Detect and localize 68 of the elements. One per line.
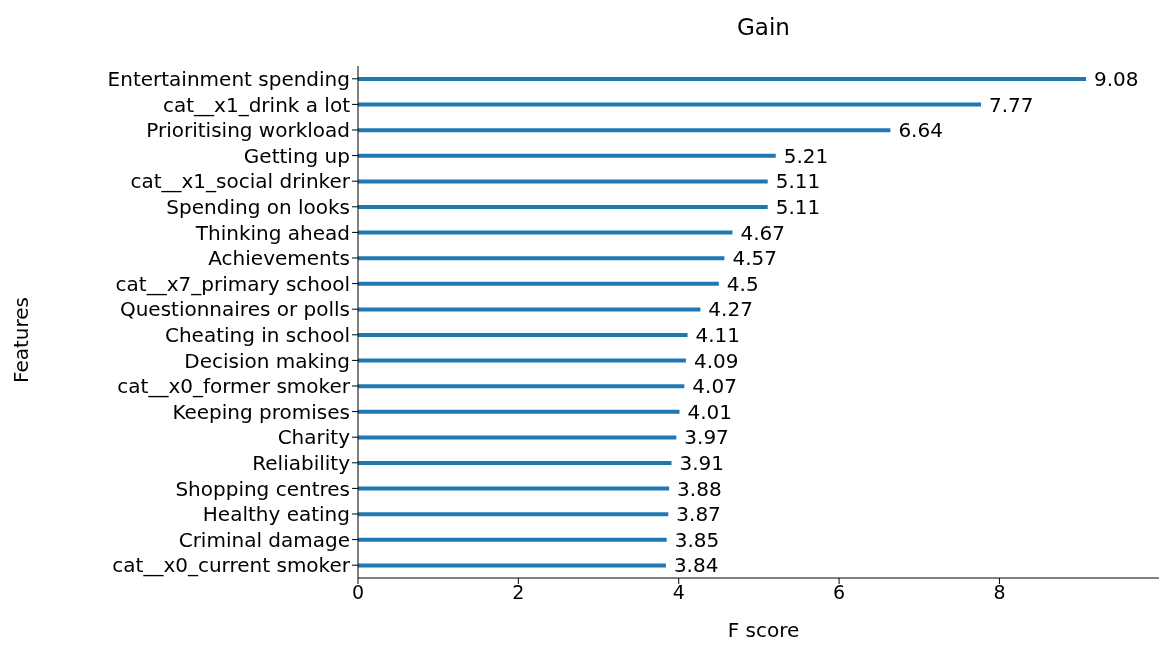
bar — [358, 102, 981, 107]
x-tick-label: 4 — [672, 581, 685, 604]
bar — [358, 461, 672, 465]
data-label: 4.09 — [693, 348, 739, 373]
bar — [358, 486, 670, 491]
data-label: 4.27 — [708, 297, 753, 322]
data-label: 5.11 — [775, 169, 821, 194]
bar — [358, 281, 719, 286]
data-label: 4.01 — [687, 399, 733, 424]
data-label: 4.5 — [726, 271, 759, 296]
y-tick-label: Entertainment spending — [107, 66, 350, 91]
bar — [358, 205, 768, 209]
data-label: 3.88 — [677, 476, 722, 501]
y-tick-label: cat__x1_drink a lot — [163, 92, 351, 117]
y-tick-label: Healthy eating — [202, 502, 350, 527]
data-label: 4.57 — [732, 246, 777, 271]
data-label: 3.84 — [673, 553, 719, 578]
bar — [358, 333, 688, 337]
y-axis-title: Features — [9, 297, 33, 383]
y-tick-label: Getting up — [243, 143, 350, 168]
y-tick-label: Questionnaires or polls — [119, 297, 350, 322]
data-label: 7.77 — [989, 92, 1034, 117]
y-tick-label: Thinking ahead — [194, 220, 350, 245]
bar — [358, 358, 686, 363]
y-tick-label: cat__x0_current smoker — [112, 553, 351, 578]
bar — [358, 179, 768, 184]
data-label: 3.91 — [679, 451, 725, 475]
y-tick-label: cat__x1_social drinker — [130, 169, 351, 194]
y-tick-label: Charity — [277, 425, 351, 450]
bar — [358, 77, 1087, 81]
data-label: 3.87 — [676, 502, 721, 527]
y-tick-label: Criminal damage — [178, 527, 350, 552]
data-label: 4.67 — [740, 220, 785, 245]
y-tick-label: Decision making — [184, 348, 350, 373]
bar — [358, 230, 733, 235]
bar — [358, 435, 677, 440]
y-tick-label: Shopping centres — [175, 476, 350, 501]
bar — [358, 512, 669, 517]
x-tick-label: 6 — [833, 581, 846, 604]
data-label: 6.64 — [898, 118, 943, 143]
data-label: 3.85 — [674, 527, 720, 552]
bar — [358, 153, 776, 158]
data-label: 4.11 — [695, 323, 741, 347]
bar — [358, 256, 725, 261]
y-tick-label: Cheating in school — [164, 322, 350, 347]
bar — [358, 563, 666, 568]
x-tick-label: 8 — [993, 581, 1006, 604]
y-tick-label: cat__x7_primary school — [115, 271, 350, 296]
bar — [358, 384, 685, 389]
chart-title: Gain — [736, 14, 791, 40]
y-tick-label: cat__x0_former smoker — [117, 374, 351, 399]
bar — [358, 307, 701, 312]
x-axis-title: F score — [726, 618, 801, 642]
bar — [358, 128, 891, 133]
data-label: 5.11 — [775, 195, 821, 219]
data-label: 3.97 — [684, 425, 729, 450]
data-label: 5.21 — [783, 143, 829, 168]
y-tick-label: Spending on looks — [166, 194, 350, 219]
y-tick-label: Achievements — [208, 246, 350, 271]
y-tick-label: Keeping promises — [172, 399, 350, 424]
x-tick-label: 0 — [351, 581, 365, 604]
data-label: 4.07 — [692, 374, 737, 399]
y-tick-label: Reliability — [252, 450, 351, 475]
x-tick-label: 2 — [512, 581, 525, 604]
y-tick-label: Prioritising workload — [146, 118, 350, 143]
data-label: 9.08 — [1094, 67, 1139, 91]
bar — [358, 537, 667, 542]
bar — [358, 409, 680, 414]
